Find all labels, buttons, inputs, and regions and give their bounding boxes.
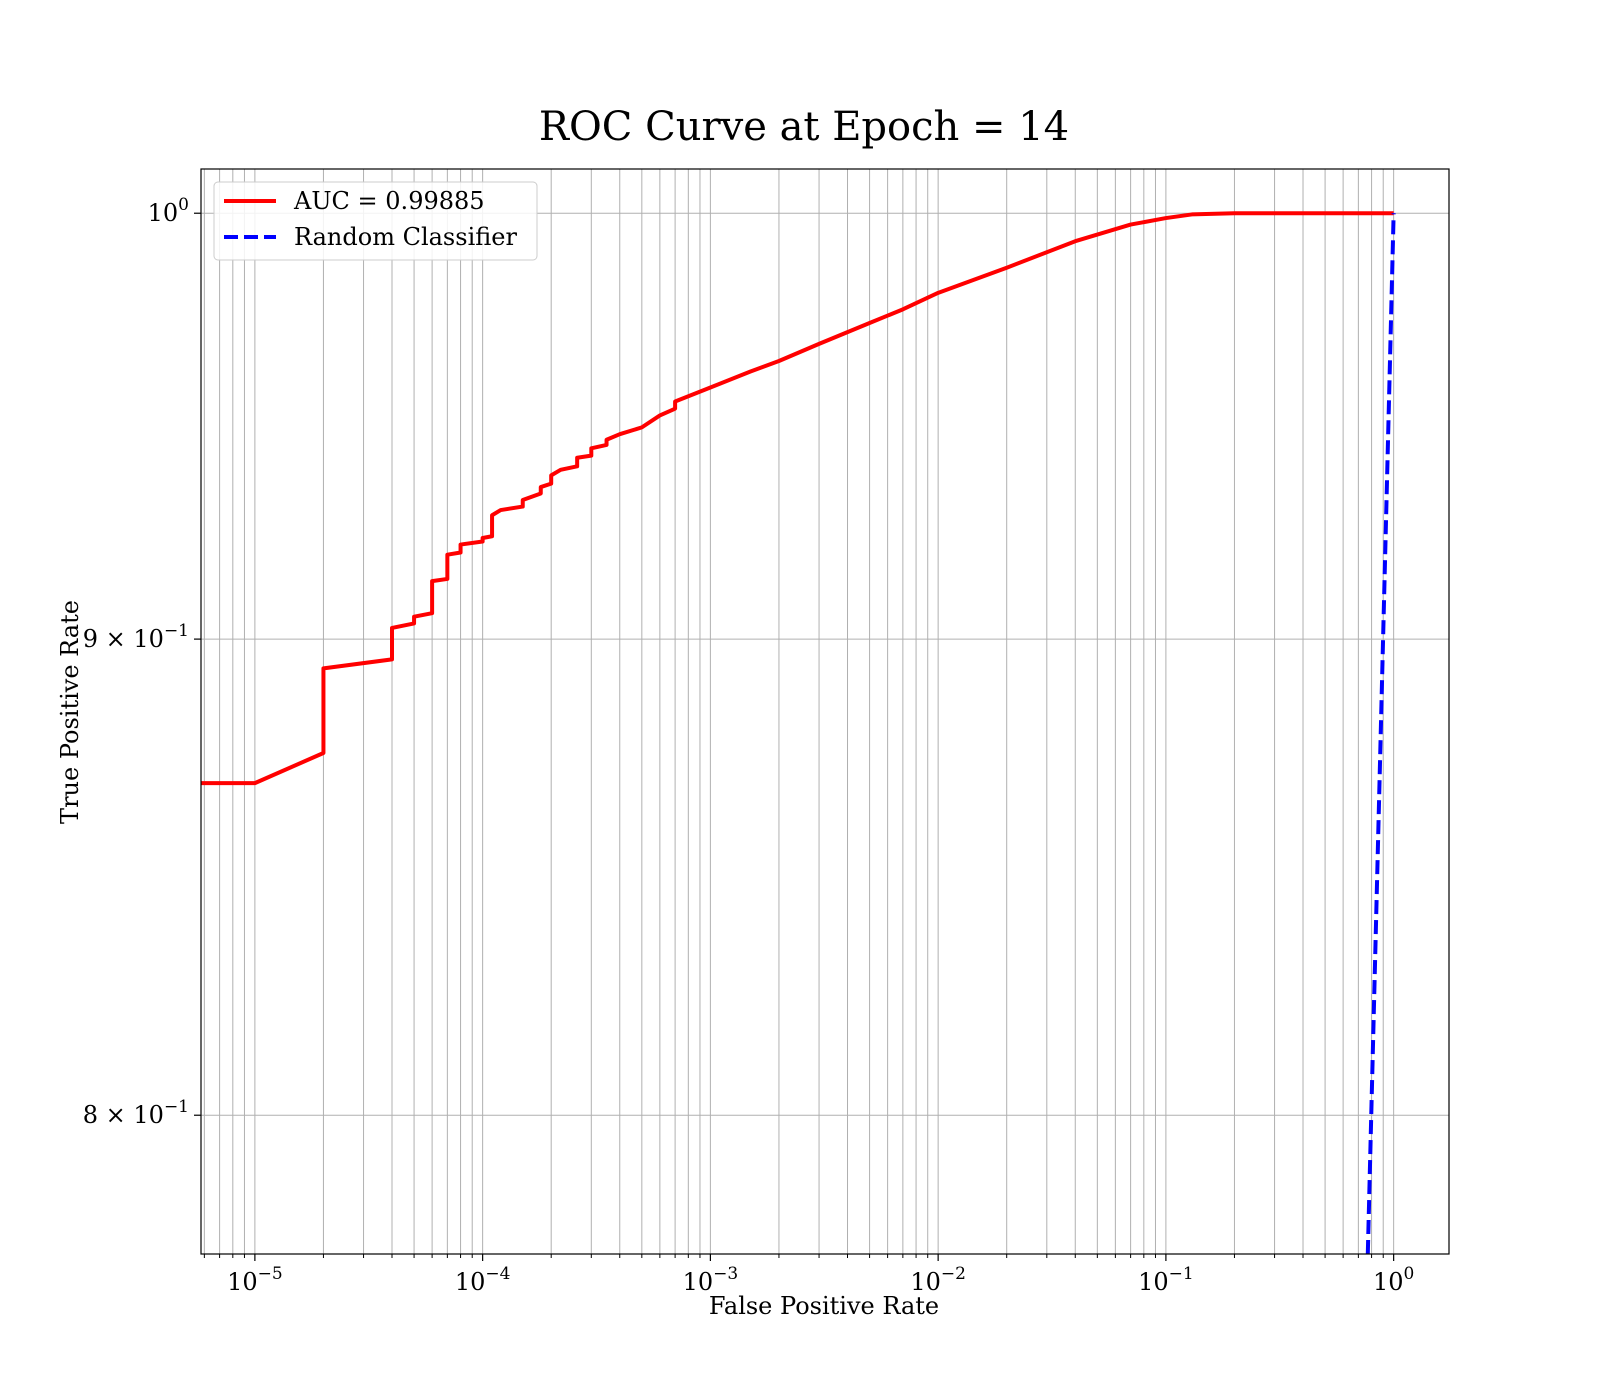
roc-curve-line bbox=[201, 211, 1394, 786]
plot-lines bbox=[201, 211, 1396, 1255]
chart-title: ROC Curve at Epoch = 14 bbox=[539, 104, 1069, 150]
y-tick-label: 100 bbox=[148, 195, 189, 227]
x-axis-label: False Positive Rate bbox=[709, 1292, 939, 1320]
y-tick-label: 8 × 10−1 bbox=[83, 1097, 189, 1129]
x-tick-label: 10−4 bbox=[455, 1264, 511, 1296]
axis-ticks: 10−5 10−4 10−3 10−2 10−1 100 100 9 × 10−1 8 × 10… bbox=[83, 195, 1415, 1296]
plot-area-frame bbox=[200, 168, 1450, 1255]
grid-lines bbox=[201, 169, 1449, 1254]
x-tick-label: 100 bbox=[1373, 1264, 1414, 1296]
x-tick-label: 10−5 bbox=[227, 1264, 283, 1296]
random-classifier-line bbox=[1365, 213, 1396, 1255]
x-tick-label: 10−3 bbox=[683, 1264, 739, 1296]
legend-box bbox=[213, 181, 538, 261]
y-tick-label: 9 × 10−1 bbox=[83, 621, 189, 653]
legend-label-auc: AUC = 0.99885 bbox=[293, 187, 485, 215]
legend: AUC = 0.99885 Random Classifier bbox=[213, 181, 538, 261]
legend-label-random: Random Classifier bbox=[294, 223, 517, 251]
x-tick-label: 10−1 bbox=[1138, 1264, 1194, 1296]
x-tick-label: 10−2 bbox=[910, 1264, 966, 1296]
y-axis-label: True Positive Rate bbox=[56, 600, 84, 824]
